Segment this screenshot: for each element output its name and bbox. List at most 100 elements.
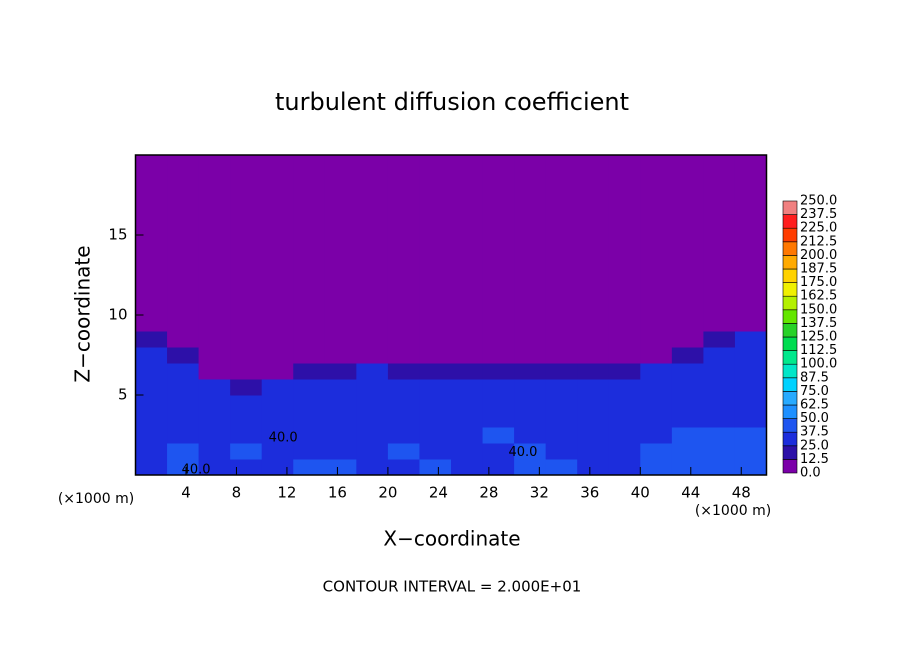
field-cell [293,443,326,460]
field-cell [451,427,484,444]
field-cell [640,363,673,380]
field-cell [135,459,168,476]
field-cell [356,427,389,444]
y-tick-label: 5 [118,386,128,404]
field-cell [167,363,200,380]
field-cell [514,395,547,412]
field-cell [482,315,515,332]
field-cell [608,379,641,396]
field-cell [230,315,263,332]
field-cell [640,331,673,348]
field-cell [514,363,547,380]
field-cell [198,347,231,364]
field-cell [640,443,673,460]
field-cell [293,395,326,412]
field-cell [167,459,200,476]
colorbar-label: 125.0 [800,330,837,345]
colorbar-label: 37.5 [800,425,829,440]
field-cell [324,427,357,444]
field-cell [135,315,168,332]
field-cell [734,363,767,380]
field-cell [261,395,294,412]
field-cell [640,379,673,396]
field-cell [356,155,389,316]
field-cell [482,379,515,396]
field-cell [545,363,578,380]
field-cell [640,315,673,332]
field-cell [261,331,294,348]
field-cell [167,315,200,332]
field-cell [734,315,767,332]
field-cell [324,347,357,364]
x-tick-label: 48 [732,484,751,502]
field-cell [608,155,641,316]
field-cell [135,443,168,460]
field-cell [608,331,641,348]
field-cell [703,315,736,332]
field-cell [356,379,389,396]
field-cell [545,347,578,364]
colorbar-label: 250.0 [800,194,837,209]
field-cell [703,331,736,348]
y-tick-label: 15 [108,226,127,244]
field-cell [198,411,231,428]
field-cell [608,427,641,444]
colorbar-label: 200.0 [800,248,837,263]
field-cell [135,363,168,380]
field-cell [482,459,515,476]
field-cell [577,363,610,380]
colorbar-cell [782,377,798,392]
field-cell [640,347,673,364]
field-cell [387,347,420,364]
field-cell [293,363,326,380]
field-cell [514,459,547,476]
field-cell [734,427,767,444]
colorbar-label: 112.5 [800,343,837,358]
field-cell [324,331,357,348]
field-cell [482,363,515,380]
field-cell [167,331,200,348]
field-cell [514,315,547,332]
x-tick-label: 12 [277,484,296,502]
field-cell [671,155,704,316]
field-cell [198,427,231,444]
colorbar-cell [782,241,798,256]
field-cell [577,395,610,412]
field-cell [451,331,484,348]
field-cell [671,395,704,412]
field-cell [293,411,326,428]
field-cell [324,363,357,380]
field-cell [640,411,673,428]
field-cell [167,379,200,396]
field-cell [671,459,704,476]
field-cell [671,315,704,332]
field-cell [356,411,389,428]
field-cell [198,155,231,316]
field-cell [387,363,420,380]
colorbar-cell [782,227,798,243]
field-cell [261,443,294,460]
field-cell [356,331,389,348]
field-cell [293,155,326,316]
field-cell [167,347,200,364]
field-cell [293,315,326,332]
colorbar-cell [782,295,798,311]
field-cell [167,411,200,428]
field-cell [230,363,263,380]
contour-label: 40.0 [508,445,537,460]
colorbar-cell [782,350,798,365]
field-cell [230,379,263,396]
colorbar-label: 150.0 [800,302,837,317]
field-cell [419,315,452,332]
field-cell [324,459,357,476]
field-cell [703,443,736,460]
field-cell [451,379,484,396]
field-cell [419,443,452,460]
field-cell [671,347,704,364]
field-cell [261,347,294,364]
field-cell [451,363,484,380]
field-cell [671,379,704,396]
colorbar-label: 162.5 [800,289,837,304]
field-cell [482,155,515,316]
colorbar-label: 87.5 [800,370,829,385]
